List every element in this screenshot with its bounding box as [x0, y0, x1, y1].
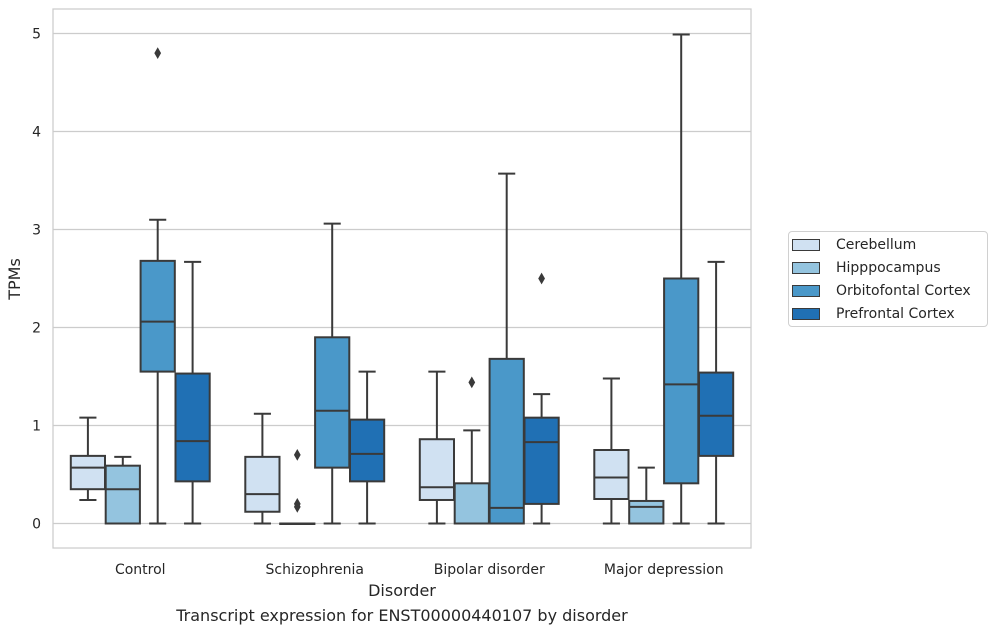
box-body — [244, 455, 281, 513]
legend-swatch-prefrontal-cortex — [792, 308, 820, 320]
y-tick-label-0: 0 — [32, 517, 41, 533]
legend-item-prefrontal-cortex: Prefrontal Cortex — [789, 303, 955, 325]
y-tick-label-4: 4 — [32, 125, 41, 141]
box-body — [488, 357, 525, 525]
box-body — [628, 499, 665, 525]
y-tick-label-3: 3 — [32, 223, 41, 239]
legend-label-prefrontal-cortex: Prefrontal Cortex — [836, 306, 955, 322]
box-body — [697, 371, 735, 457]
box-prefrontal-cortex-major-depression — [697, 260, 735, 525]
box-body — [523, 416, 560, 505]
box-prefrontal-cortex-schizophrenia — [348, 370, 386, 525]
box-body — [69, 454, 107, 491]
outlier-point-0 — [468, 376, 476, 389]
legend-item-hippocampus: Hipppocampus — [789, 257, 941, 279]
box-body — [174, 372, 211, 483]
chart-title: Transcript expression for ENST0000044010… — [176, 606, 628, 625]
box-orbitofontal-cortex-bipolar-disorder — [488, 172, 525, 525]
legend-label-hippocampus: Hipppocampus — [836, 260, 941, 276]
outlier-point-2 — [293, 500, 301, 513]
box-cerebellum-control — [69, 416, 107, 501]
legend-item-orbitofrontal-cortex: Orbitofontal Cortex — [789, 280, 971, 302]
outlier-point-0 — [293, 449, 301, 461]
box-body — [418, 438, 456, 501]
x-tick-label-control: Control — [115, 562, 166, 578]
y-tick-label-1: 1 — [32, 419, 41, 435]
outlier-point-0 — [538, 272, 545, 285]
legend-label-cerebellum: Cerebellum — [836, 237, 917, 253]
box-orbitofontal-cortex-major-depression — [663, 33, 700, 525]
legend-label-orbitofrontal-cortex: Orbitofontal Cortex — [836, 283, 971, 299]
plot-frame — [52, 8, 752, 549]
x-tick-label-bipolar-disorder: Bipolar disorder — [434, 562, 545, 578]
box-layer — [69, 33, 735, 525]
box-orbitofontal-cortex-schizophrenia — [314, 222, 351, 525]
legend-swatch-cerebellum — [792, 239, 820, 251]
legend-swatch-orbitofrontal-cortex — [792, 285, 820, 297]
x-tick-label-major-depression: Major depression — [604, 562, 724, 578]
box-prefrontal-cortex-bipolar-disorder — [523, 272, 560, 525]
box-body — [663, 277, 700, 485]
box-prefrontal-cortex-control — [174, 260, 211, 525]
y-tick-label-2: 2 — [32, 321, 41, 337]
box-hipppocampus-bipolar-disorder — [453, 376, 490, 525]
axis-layer: 0 1 2 3 4 5 Control Schizophrenia Bipolar disord… — [32, 8, 752, 578]
box-cerebellum-bipolar-disorder — [418, 370, 456, 525]
box-cerebellum-schizophrenia — [244, 412, 281, 525]
box-hipppocampus-schizophrenia — [279, 449, 316, 525]
x-axis-label: Disorder — [368, 581, 436, 600]
box-body — [104, 464, 141, 525]
legend: Cerebellum Hipppocampus Orbitofontal Cor… — [788, 231, 988, 327]
y-axis-label: TPMs — [5, 258, 24, 301]
box-body — [314, 336, 351, 469]
box-body — [453, 482, 490, 525]
legend-item-cerebellum: Cerebellum — [789, 234, 916, 256]
x-tick-label-schizophrenia: Schizophrenia — [266, 562, 364, 578]
box-hipppocampus-control — [104, 455, 141, 525]
box-hipppocampus-major-depression — [628, 466, 665, 525]
legend-swatch-hippocampus — [792, 262, 820, 274]
box-orbitofontal-cortex-control — [139, 47, 176, 525]
box-body — [139, 259, 176, 373]
box-cerebellum-major-depression — [593, 377, 630, 525]
outlier-point-0 — [154, 47, 162, 59]
y-tick-label-5: 5 — [32, 27, 41, 43]
box-body — [593, 449, 630, 500]
box-body — [348, 418, 386, 483]
